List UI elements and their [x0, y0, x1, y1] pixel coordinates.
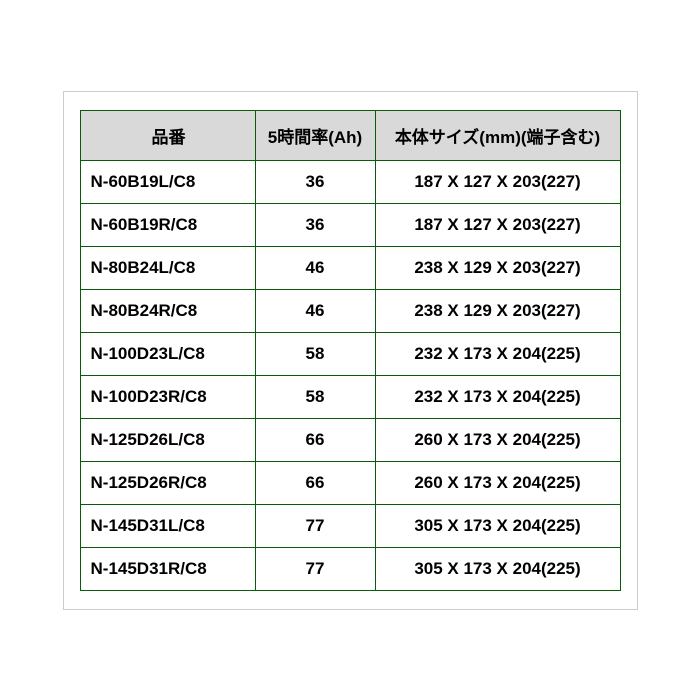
cell-size: 260 X 173 X 204(225) — [375, 418, 620, 461]
cell-ah: 36 — [255, 160, 375, 203]
cell-size: 238 X 129 X 203(227) — [375, 289, 620, 332]
cell-part: N-145D31L/C8 — [80, 504, 255, 547]
cell-ah: 77 — [255, 504, 375, 547]
table-header-row: 品番 5時間率(Ah) 本体サイズ(mm)(端子含む) — [80, 110, 620, 160]
table-row: N-100D23L/C858232 X 173 X 204(225) — [80, 332, 620, 375]
table-container: 品番 5時間率(Ah) 本体サイズ(mm)(端子含む) N-60B19L/C83… — [63, 91, 638, 610]
cell-size: 238 X 129 X 203(227) — [375, 246, 620, 289]
cell-size: 260 X 173 X 204(225) — [375, 461, 620, 504]
cell-part: N-125D26R/C8 — [80, 461, 255, 504]
cell-part: N-60B19R/C8 — [80, 203, 255, 246]
table-row: N-145D31R/C877305 X 173 X 204(225) — [80, 547, 620, 590]
table-row: N-60B19R/C836187 X 127 X 203(227) — [80, 203, 620, 246]
table-header: 品番 5時間率(Ah) 本体サイズ(mm)(端子含む) — [80, 110, 620, 160]
cell-ah: 46 — [255, 289, 375, 332]
table-row: N-125D26R/C866260 X 173 X 204(225) — [80, 461, 620, 504]
cell-part: N-80B24L/C8 — [80, 246, 255, 289]
cell-size: 232 X 173 X 204(225) — [375, 332, 620, 375]
cell-part: N-100D23R/C8 — [80, 375, 255, 418]
table-body: N-60B19L/C836187 X 127 X 203(227)N-60B19… — [80, 160, 620, 590]
cell-ah: 77 — [255, 547, 375, 590]
cell-part: N-125D26L/C8 — [80, 418, 255, 461]
cell-ah: 58 — [255, 332, 375, 375]
cell-part: N-80B24R/C8 — [80, 289, 255, 332]
cell-size: 305 X 173 X 204(225) — [375, 547, 620, 590]
table-row: N-60B19L/C836187 X 127 X 203(227) — [80, 160, 620, 203]
cell-part: N-145D31R/C8 — [80, 547, 255, 590]
cell-ah: 58 — [255, 375, 375, 418]
cell-size: 305 X 173 X 204(225) — [375, 504, 620, 547]
table-row: N-80B24R/C846238 X 129 X 203(227) — [80, 289, 620, 332]
cell-ah: 46 — [255, 246, 375, 289]
col-header-size: 本体サイズ(mm)(端子含む) — [375, 110, 620, 160]
battery-spec-table: 品番 5時間率(Ah) 本体サイズ(mm)(端子含む) N-60B19L/C83… — [80, 110, 621, 591]
col-header-ah: 5時間率(Ah) — [255, 110, 375, 160]
cell-part: N-100D23L/C8 — [80, 332, 255, 375]
table-row: N-145D31L/C877305 X 173 X 204(225) — [80, 504, 620, 547]
cell-ah: 66 — [255, 461, 375, 504]
table-row: N-80B24L/C846238 X 129 X 203(227) — [80, 246, 620, 289]
cell-ah: 66 — [255, 418, 375, 461]
cell-part: N-60B19L/C8 — [80, 160, 255, 203]
cell-ah: 36 — [255, 203, 375, 246]
table-row: N-100D23R/C858232 X 173 X 204(225) — [80, 375, 620, 418]
cell-size: 232 X 173 X 204(225) — [375, 375, 620, 418]
cell-size: 187 X 127 X 203(227) — [375, 160, 620, 203]
col-header-part: 品番 — [80, 110, 255, 160]
cell-size: 187 X 127 X 203(227) — [375, 203, 620, 246]
table-row: N-125D26L/C866260 X 173 X 204(225) — [80, 418, 620, 461]
